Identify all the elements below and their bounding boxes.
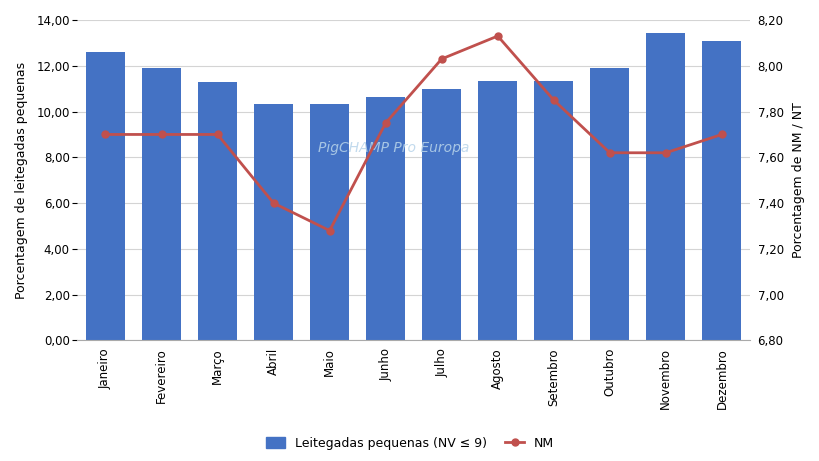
Y-axis label: Porcentagem de leitegadas pequenas: Porcentagem de leitegadas pequenas [15,62,28,299]
Text: PigCHAMP Pro Europa: PigCHAMP Pro Europa [318,141,468,155]
Bar [645,33,685,341]
Bar [142,68,181,341]
Bar [310,104,349,341]
Bar [477,81,517,341]
Bar [197,82,237,341]
Bar [533,81,572,341]
Bar [254,104,293,341]
Legend: Leitegadas pequenas (NV ≤ 9), NM: Leitegadas pequenas (NV ≤ 9), NM [260,432,559,455]
Bar [86,52,125,341]
Bar [365,97,405,341]
Bar [701,41,740,341]
Bar [422,89,461,341]
Bar [590,68,629,341]
Y-axis label: Porcentagem de NM / NT: Porcentagem de NM / NT [791,102,804,258]
